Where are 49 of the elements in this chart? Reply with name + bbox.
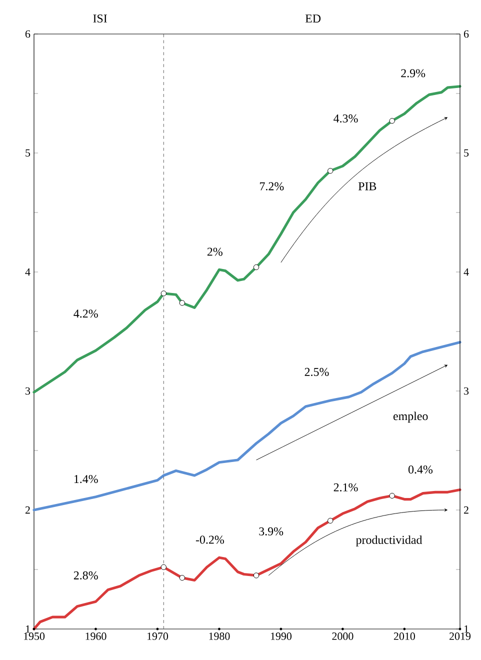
annotation: -0.2% <box>196 536 224 544</box>
annotation: 4.3% <box>334 114 358 123</box>
y2-tick-label: 1 <box>464 625 468 633</box>
annotation: 1.4% <box>74 474 98 484</box>
y2-tick-label: 3 <box>464 387 469 395</box>
y2-tick-label: 2 <box>464 506 468 514</box>
y2-tick-label: 6 <box>464 30 469 38</box>
series-label: PIB <box>358 182 376 190</box>
point <box>328 168 334 174</box>
point <box>328 518 334 524</box>
y-tick-label: 4 <box>25 268 30 276</box>
annotation: 2.9% <box>401 69 426 78</box>
annotation: 7.2% <box>260 182 284 190</box>
text: productividad <box>356 536 422 546</box>
point <box>179 574 186 581</box>
annotation: 0.4% <box>408 465 433 474</box>
annotation: 3.9% <box>259 527 284 536</box>
y2-tick-label: 4 <box>464 268 469 276</box>
x-tick-label: 2019 <box>450 632 471 640</box>
point <box>179 300 186 306</box>
x-tick-label: 2010 <box>394 632 415 640</box>
line-series <box>32 85 462 394</box>
line-series <box>32 340 462 512</box>
point <box>160 564 166 570</box>
annotation: 2.8% <box>74 571 98 580</box>
y-tick-label: 2 <box>25 506 30 514</box>
y-tick-label: 5 <box>26 149 30 157</box>
annotation: 2.5% <box>304 368 329 376</box>
x-tick-label: 1970 <box>147 632 168 640</box>
y-tick-label: 1 <box>26 625 30 633</box>
y-tick-label: 3 <box>26 387 30 395</box>
annotation: 2% <box>207 248 222 256</box>
text: empleo <box>393 412 428 423</box>
x-tick-label: 1960 <box>86 632 106 640</box>
x-tick-label: 1950 <box>24 632 45 640</box>
point <box>160 290 166 296</box>
point <box>389 492 395 499</box>
x-tick-label: 2000 <box>332 632 354 640</box>
x-tick-label: 1980 <box>209 632 230 640</box>
point <box>253 572 260 578</box>
annotation: 2.1% <box>334 483 358 492</box>
annotation: 4.2% <box>74 310 98 318</box>
text: ISI <box>93 14 107 23</box>
y-tick-label: 6 <box>25 30 30 38</box>
point <box>389 118 395 124</box>
x-tick-label: 1990 <box>270 632 292 640</box>
y2-tick-label: 5 <box>464 149 469 157</box>
text: ED <box>305 14 321 22</box>
point <box>253 264 260 270</box>
